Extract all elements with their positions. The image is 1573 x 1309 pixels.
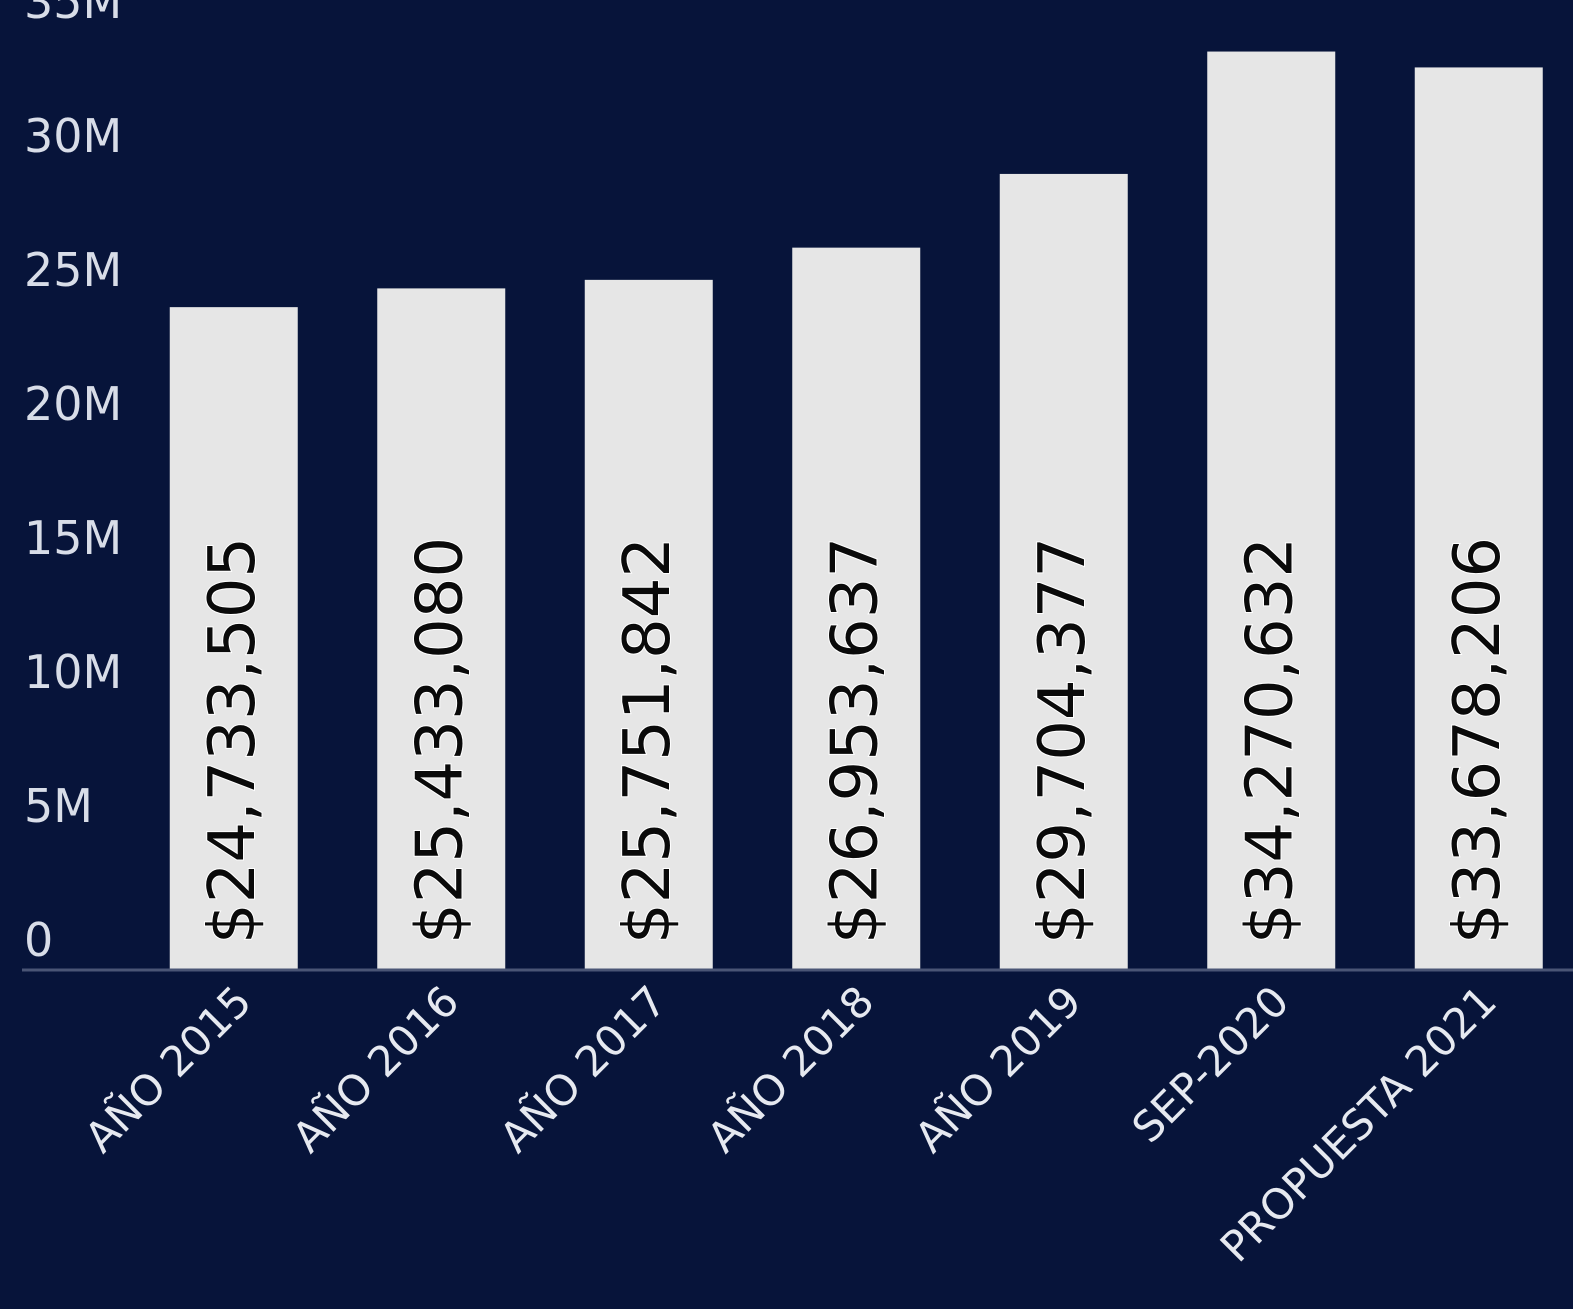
y-axis: 0 5M 10M 15M 20M 25M 30M 35M (24, 0, 122, 967)
bar-value-label: $25,751,842 (611, 537, 685, 944)
bar-value-label: $33,678,206 (1441, 537, 1515, 944)
y-tick-label: 20M (24, 377, 122, 431)
y-tick-label: 15M (24, 511, 122, 565)
y-tick-label: 35M (24, 0, 122, 29)
bar (999, 173, 1128, 970)
y-tick-label: 25M (24, 243, 122, 297)
bar (377, 288, 506, 971)
y-tick-label: 0 (24, 913, 53, 967)
data-labels: $24,733,505 $25,433,080 $25,751,842 $26,953… (195, 536, 1516, 945)
bar-value-label: $29,704,377 (1026, 537, 1100, 944)
bar (584, 279, 713, 970)
bar-value-label: $25,433,080 (403, 537, 477, 944)
bar-value-label: $24,733,505 (196, 537, 270, 944)
bar-value-label: $26,953,637 (818, 537, 892, 944)
bar (1207, 51, 1336, 971)
y-tick-label: 10M (24, 645, 122, 699)
bar (1414, 67, 1543, 971)
y-tick-label: 30M (24, 109, 122, 163)
bar (792, 247, 921, 971)
bar-value-label: $34,270,632 (1233, 537, 1307, 944)
bar (169, 307, 298, 970)
bars (169, 51, 1543, 971)
y-tick-label: 5M (24, 779, 93, 833)
